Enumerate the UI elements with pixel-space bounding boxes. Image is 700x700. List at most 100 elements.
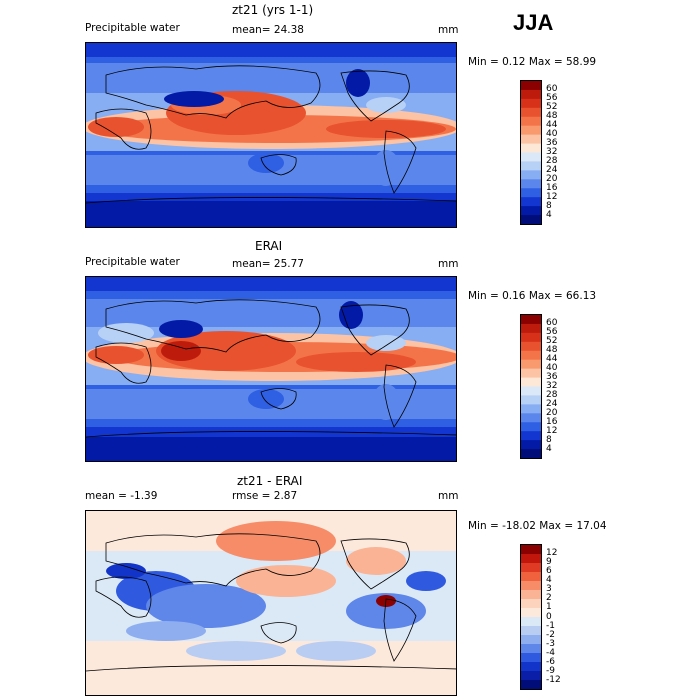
colorbar-tick-label: 44	[546, 353, 558, 364]
colorbar-tick-label: 52	[546, 101, 558, 112]
colorbar-swatch	[521, 449, 541, 458]
colorbar-tick-label: 2	[546, 593, 552, 604]
colorbar-tick-label: 12	[546, 426, 558, 437]
colorbar-tick-label: 4	[546, 210, 552, 221]
panel3-colorbar	[520, 544, 542, 690]
colorbar-tick-label: 60	[546, 83, 558, 94]
panel1-field-label: Precipitable water	[85, 22, 180, 34]
colorbar-tick-label: 24	[546, 165, 558, 176]
colorbar-swatch	[521, 81, 541, 91]
colorbar-swatch	[521, 188, 541, 198]
colorbar-swatch	[521, 134, 541, 145]
colorbar-swatch	[521, 98, 541, 109]
season-label: JJA	[513, 10, 554, 35]
colorbar-tick-label: 52	[546, 335, 558, 346]
colorbar-tick-label: 9	[546, 556, 552, 567]
colorbar-tick-label: 40	[546, 128, 558, 139]
colorbar-tick-label: -6	[546, 657, 555, 668]
colorbar-swatch	[521, 635, 541, 645]
colorbar-tick-label: -2	[546, 629, 555, 640]
colorbar-swatch	[521, 152, 541, 163]
panel3-map	[85, 510, 457, 696]
colorbar-tick-label: 24	[546, 399, 558, 410]
colorbar-tick-label: 4	[546, 575, 552, 585]
panel2-title: ERAI	[255, 239, 283, 253]
colorbar-tick-label: -9	[546, 666, 555, 677]
colorbar-swatch	[521, 404, 541, 414]
colorbar-swatch	[521, 617, 541, 627]
colorbar-swatch	[521, 341, 541, 352]
colorbar-tick-label: 16	[546, 183, 558, 194]
colorbar-swatch	[521, 608, 541, 618]
colorbar-tick-label: 44	[546, 119, 558, 130]
colorbar-swatch	[521, 422, 541, 432]
colorbar-tick-label: 28	[546, 156, 558, 167]
panel2-colorbar	[520, 314, 542, 459]
colorbar-swatch	[521, 680, 541, 689]
colorbar-tick-label: -4	[546, 648, 555, 658]
colorbar-swatch	[521, 395, 541, 405]
colorbar-swatch	[521, 545, 541, 555]
colorbar-tick-label: 1	[546, 602, 552, 613]
colorbar-swatch	[521, 386, 541, 397]
colorbar-tick-label: 36	[546, 137, 558, 148]
colorbar-tick-label: 0	[546, 611, 552, 622]
colorbar-swatch	[521, 359, 541, 370]
colorbar-swatch	[521, 671, 541, 681]
colorbar-tick-label: 6	[546, 565, 552, 576]
colorbar-swatch	[521, 179, 541, 189]
colorbar-swatch	[521, 116, 541, 127]
colorbar-tick-label: -12	[546, 675, 561, 686]
colorbar-tick-label: 3	[546, 584, 552, 595]
panel3-mean: mean = -1.39	[85, 490, 158, 502]
colorbar-tick-label: 8	[546, 201, 552, 212]
panel2-field-label: Precipitable water	[85, 256, 180, 268]
colorbar-swatch	[521, 89, 541, 100]
colorbar-swatch	[521, 377, 541, 388]
colorbar-tick-label: 28	[546, 390, 558, 401]
panel3-rmse: rmse = 2.87	[232, 490, 298, 502]
colorbar-swatch	[521, 206, 541, 216]
panel3-units: mm	[438, 490, 459, 502]
colorbar-swatch	[521, 350, 541, 361]
colorbar-swatch	[521, 626, 541, 636]
colorbar-swatch	[521, 554, 541, 564]
panel3-minmax: Min = -18.02 Max = 17.04	[468, 520, 607, 532]
colorbar-tick-label: 32	[546, 381, 558, 391]
panel1-title: zt21 (yrs 1-1)	[232, 3, 314, 17]
colorbar-tick-label: 60	[546, 317, 558, 328]
panel1-map	[85, 42, 457, 228]
colorbar-tick-label: 56	[546, 326, 558, 337]
colorbar-swatch	[521, 107, 541, 118]
panel2-units: mm	[438, 258, 459, 270]
colorbar-swatch	[521, 590, 541, 600]
colorbar-tick-label: 20	[546, 408, 558, 419]
colorbar-swatch	[521, 563, 541, 573]
colorbar-swatch	[521, 431, 541, 441]
panel2-mean: mean= 25.77	[232, 258, 304, 270]
colorbar-swatch	[521, 197, 541, 207]
colorbar-swatch	[521, 662, 541, 672]
colorbar-tick-label: 56	[546, 92, 558, 103]
colorbar-swatch	[521, 170, 541, 180]
colorbar-swatch	[521, 368, 541, 379]
colorbar-swatch	[521, 332, 541, 343]
colorbar-tick-label: 48	[546, 110, 558, 121]
colorbar-swatch	[521, 315, 541, 325]
colorbar-tick-label: -1	[546, 620, 555, 631]
colorbar-tick-label: 8	[546, 435, 552, 446]
panel1-units: mm	[438, 24, 459, 36]
colorbar-tick-label: 20	[546, 174, 558, 185]
panel3-title: zt21 - ERAI	[237, 474, 303, 488]
panel1-mean: mean= 24.38	[232, 24, 304, 36]
colorbar-tick-label: 12	[546, 192, 558, 203]
colorbar-tick-label: 16	[546, 417, 558, 428]
colorbar-swatch	[521, 572, 541, 582]
colorbar-swatch	[521, 440, 541, 450]
panel2-minmax: Min = 0.16 Max = 66.13	[468, 290, 597, 302]
colorbar-swatch	[521, 413, 541, 423]
colorbar-swatch	[521, 215, 541, 224]
colorbar-swatch	[521, 161, 541, 171]
colorbar-tick-label: 12	[546, 547, 558, 558]
panel2-map	[85, 276, 457, 462]
